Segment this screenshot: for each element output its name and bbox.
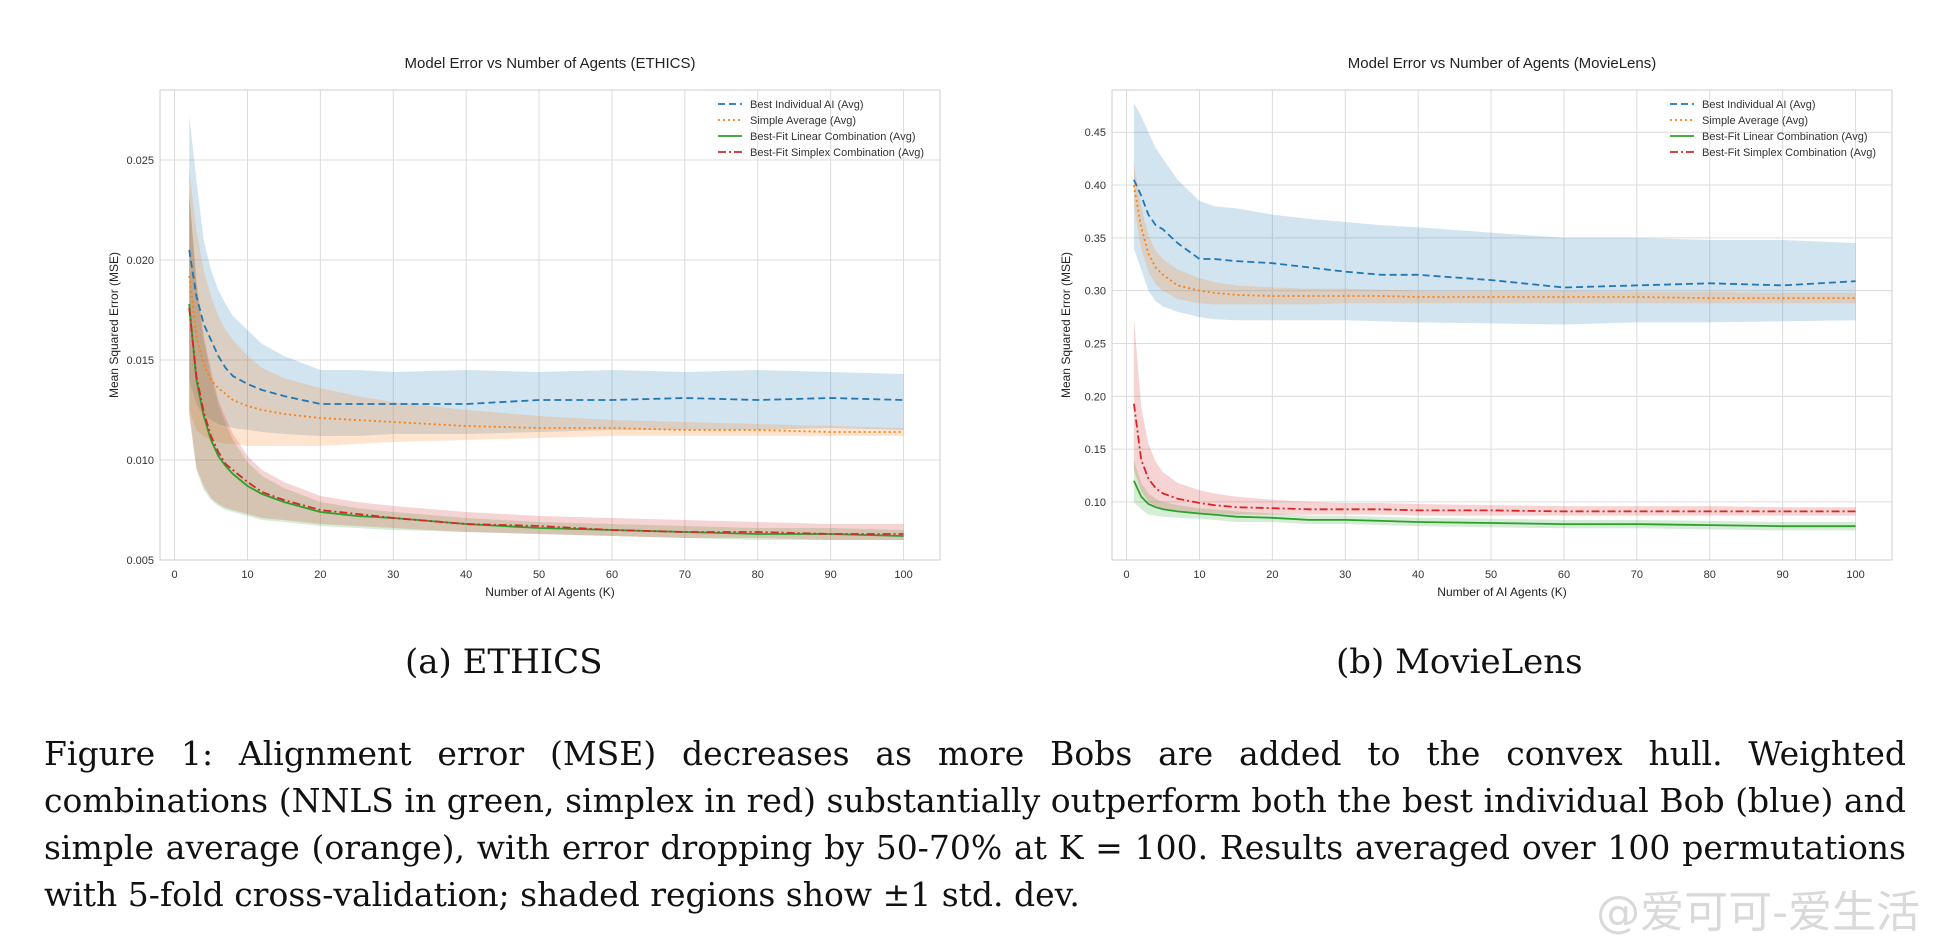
chart2-x-tick-label: 20 bbox=[1266, 569, 1278, 581]
chart1-band-3 bbox=[189, 196, 904, 540]
chart1-x-tick-label: 10 bbox=[241, 569, 253, 581]
chart2-y-tick-label: 0.35 bbox=[1085, 233, 1106, 245]
chart1-frame bbox=[159, 89, 941, 561]
chart1-legend-label-3: Best-Fit Simplex Combination (Avg) bbox=[750, 147, 924, 159]
chart2-band-0 bbox=[1133, 102, 1856, 325]
movielens-chart-svg: 0 10 20 30 40 50 60 70 80 90 100 0.10 0.15 0.20 0.25 0.… bbox=[1059, 55, 1893, 599]
chart2-y-tick-label: 0.20 bbox=[1085, 391, 1106, 403]
chart1-band-0 bbox=[189, 116, 904, 436]
ethics-chart: 0 10 20 30 40 50 60 70 80 90 100 0.005 0.010 0.015 0.0… bbox=[80, 40, 960, 600]
chart1-x-tick-label: 70 bbox=[679, 569, 691, 581]
watermark: @爱可可-爱生活 bbox=[1596, 887, 1920, 938]
chart2-y-tick-label: 0.40 bbox=[1085, 180, 1106, 192]
chart2-y-tick-label: 0.45 bbox=[1085, 127, 1106, 139]
chart2-y-tick-label: 0.30 bbox=[1085, 286, 1106, 298]
chart2-band-3 bbox=[1133, 317, 1856, 516]
chart2-x-tick-label: 40 bbox=[1412, 569, 1424, 581]
chart1-x-tick-label: 100 bbox=[894, 569, 912, 581]
chart1-line-0 bbox=[188, 249, 904, 405]
chart2-frame bbox=[1111, 89, 1893, 561]
chart2-title: Model Error vs Number of Agents (MovieLe… bbox=[1348, 55, 1656, 72]
chart2-line-0 bbox=[1133, 179, 1856, 289]
chart1-x-tick-label: 30 bbox=[387, 569, 399, 581]
chart2-legend-label-1: Simple Average (Avg) bbox=[1702, 115, 1808, 127]
chart1-x-tick-label: 50 bbox=[533, 569, 545, 581]
chart1-x-tick-label: 80 bbox=[752, 569, 764, 581]
chart2-y-tick-label: 0.25 bbox=[1085, 338, 1106, 350]
chart1-x-tick-label: 40 bbox=[460, 569, 472, 581]
chart2-line-3 bbox=[1133, 403, 1856, 513]
chart2-x-tick-label: 30 bbox=[1339, 569, 1351, 581]
chart1-x-tick-label: 0 bbox=[172, 569, 178, 581]
chart1-y-tick-label: 0.020 bbox=[126, 255, 154, 267]
chart1-x-tick-label: 90 bbox=[825, 569, 837, 581]
chart2-x-tick-label: 100 bbox=[1846, 569, 1864, 581]
chart2-x-tick-label: 10 bbox=[1193, 569, 1205, 581]
chart1-y-tick-label: 0.015 bbox=[126, 355, 154, 367]
chart1-band-2 bbox=[189, 190, 904, 540]
figure-caption: Figure 1: Alignment error (MSE) decrease… bbox=[44, 734, 1906, 914]
movielens-chart: 0 10 20 30 40 50 60 70 80 90 100 0.10 0.15 0.20 0.25 0.… bbox=[1032, 40, 1912, 600]
chart1-y-tick-label: 0.025 bbox=[126, 155, 154, 167]
chart1-line-2 bbox=[188, 303, 904, 537]
chart2-y-tick-label: 0.15 bbox=[1085, 444, 1106, 456]
chart1-line-3 bbox=[188, 307, 904, 535]
chart2-y-tick-label: 0.10 bbox=[1085, 497, 1106, 509]
chart1-x-axis-label: Number of AI Agents (K) bbox=[485, 585, 614, 599]
chart1-legend-label-2: Best-Fit Linear Combination (Avg) bbox=[750, 131, 915, 143]
chart2-legend-label-3: Best-Fit Simplex Combination (Avg) bbox=[1702, 147, 1876, 159]
chart1-x-tick-label: 60 bbox=[606, 569, 618, 581]
chart2-x-tick-label: 50 bbox=[1485, 569, 1497, 581]
chart1-y-tick-label: 0.005 bbox=[126, 555, 154, 567]
ethics-chart-svg: 0 10 20 30 40 50 60 70 80 90 100 0.005 0.010 0.015 0.0… bbox=[107, 55, 941, 599]
chart1-x-tick-label: 20 bbox=[314, 569, 326, 581]
chart1-y-tick-label: 0.010 bbox=[126, 455, 154, 467]
chart2-legend-label-0: Best Individual AI (Avg) bbox=[1702, 99, 1816, 111]
chart2-y-axis-label: Mean Squared Error (MSE) bbox=[1059, 252, 1073, 398]
chart1-legend-label-0: Best Individual AI (Avg) bbox=[750, 99, 864, 111]
chart2-line-2 bbox=[1133, 480, 1856, 528]
chart2-plot: 0 10 20 30 40 50 60 70 80 90 100 0.10 0.15 0.20 0.25 0.… bbox=[1059, 55, 1893, 599]
chart1-y-axis-label: Mean Squared Error (MSE) bbox=[107, 252, 121, 398]
chart1-plot: 0 10 20 30 40 50 60 70 80 90 100 0.005 0.010 0.015 0.0… bbox=[107, 55, 941, 599]
chart2-x-tick-label: 70 bbox=[1631, 569, 1643, 581]
chart1-title: Model Error vs Number of Agents (ETHICS) bbox=[405, 55, 696, 72]
chart2-legend-label-2: Best-Fit Linear Combination (Avg) bbox=[1702, 131, 1867, 143]
chart2-x-tick-label: 60 bbox=[1558, 569, 1570, 581]
chart2-x-tick-label: 90 bbox=[1777, 569, 1789, 581]
subcaption-ethics: (a) ETHICS bbox=[405, 642, 603, 682]
chart2-x-tick-label: 0 bbox=[1124, 569, 1130, 581]
chart1-band-1 bbox=[189, 170, 904, 446]
chart2-band-1 bbox=[1133, 163, 1856, 305]
chart1-legend-label-1: Simple Average (Avg) bbox=[750, 115, 856, 127]
chart2-x-axis-label: Number of AI Agents (K) bbox=[1437, 585, 1566, 599]
subcaption-movielens: (b) MovieLens bbox=[1336, 642, 1583, 682]
chart2-band-2 bbox=[1133, 459, 1856, 531]
chart2-x-tick-label: 80 bbox=[1704, 569, 1716, 581]
